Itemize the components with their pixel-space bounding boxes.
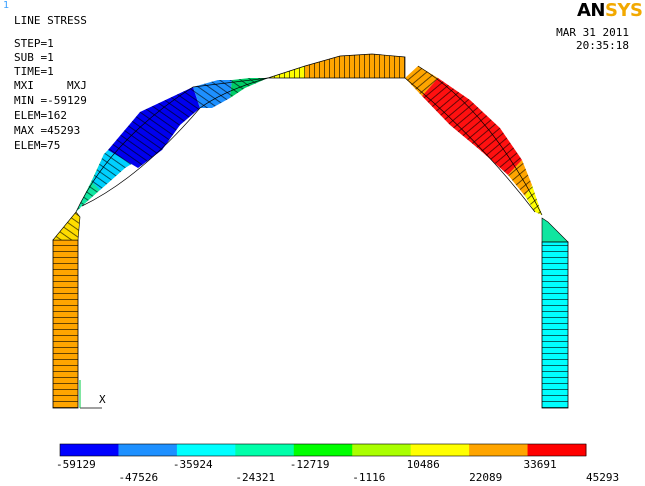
legend-label-bottom-2: -24321 [235,471,276,484]
min-info: MIN =-59129 [14,94,87,107]
legend-swatch-2 [118,444,178,456]
legend-swatch-7 [410,444,470,456]
right-arch-stress-band [404,65,543,216]
mxi-mxj-info: MXI MXJ [14,79,87,92]
legend-label-bottom-5: 45293 [586,471,620,484]
legend-border [59,443,587,457]
left-column-stress-band [52,239,79,409]
legend-label-top-4: 10486 [406,458,440,471]
window-index: 1 [3,0,10,11]
legend-swatch-5 [293,444,353,456]
legend-swatch-6 [352,444,412,456]
right-shoulder-stress-band [541,217,569,243]
legend-swatch-3 [176,444,236,456]
legend-label-top-1: -59129 [56,458,96,471]
step-info: STEP=1 [14,37,54,50]
timestamp: MAR 31 2011 20:35:18 [556,26,629,52]
ansys-logo: ANSYS [577,0,643,21]
left-shoulder-stress-band [52,211,81,241]
time-info: TIME=1 [14,65,54,78]
axis-x-label: X [99,393,106,406]
crown-stress-band [267,53,406,79]
plot-title: LINE STRESS [14,14,87,27]
legend-label-top-5: 33691 [523,458,557,471]
right-column-stress-band [541,241,569,409]
legend-swatch-1 [60,444,119,456]
axis-triad: X [79,380,106,409]
time-text: 20:35:18 [576,39,629,52]
legend-label-bottom-3: -1116 [352,471,386,484]
legend-swatch-8 [469,444,529,456]
legend-swatch-9 [527,444,587,456]
legend-color-bar [59,443,587,457]
legend-label-top-3: -12719 [289,458,330,471]
left-arch-stress-band [75,77,269,213]
legend-label-bottom-4: 22089 [469,471,503,484]
min-elem-info: ELEM=162 [14,109,67,122]
max-elem-info: ELEM=75 [14,139,61,152]
date-text: MAR 31 2011 [556,26,629,39]
logo-part-an: AN [577,0,606,21]
logo-part-sys: SYS [605,0,643,21]
legend-label-bottom-1: -47526 [118,471,159,484]
max-info: MAX =45293 [14,124,81,137]
sub-info: SUB =1 [14,51,54,64]
legend-label-top-2: -35924 [172,458,213,471]
legend-swatch-4 [235,444,295,456]
